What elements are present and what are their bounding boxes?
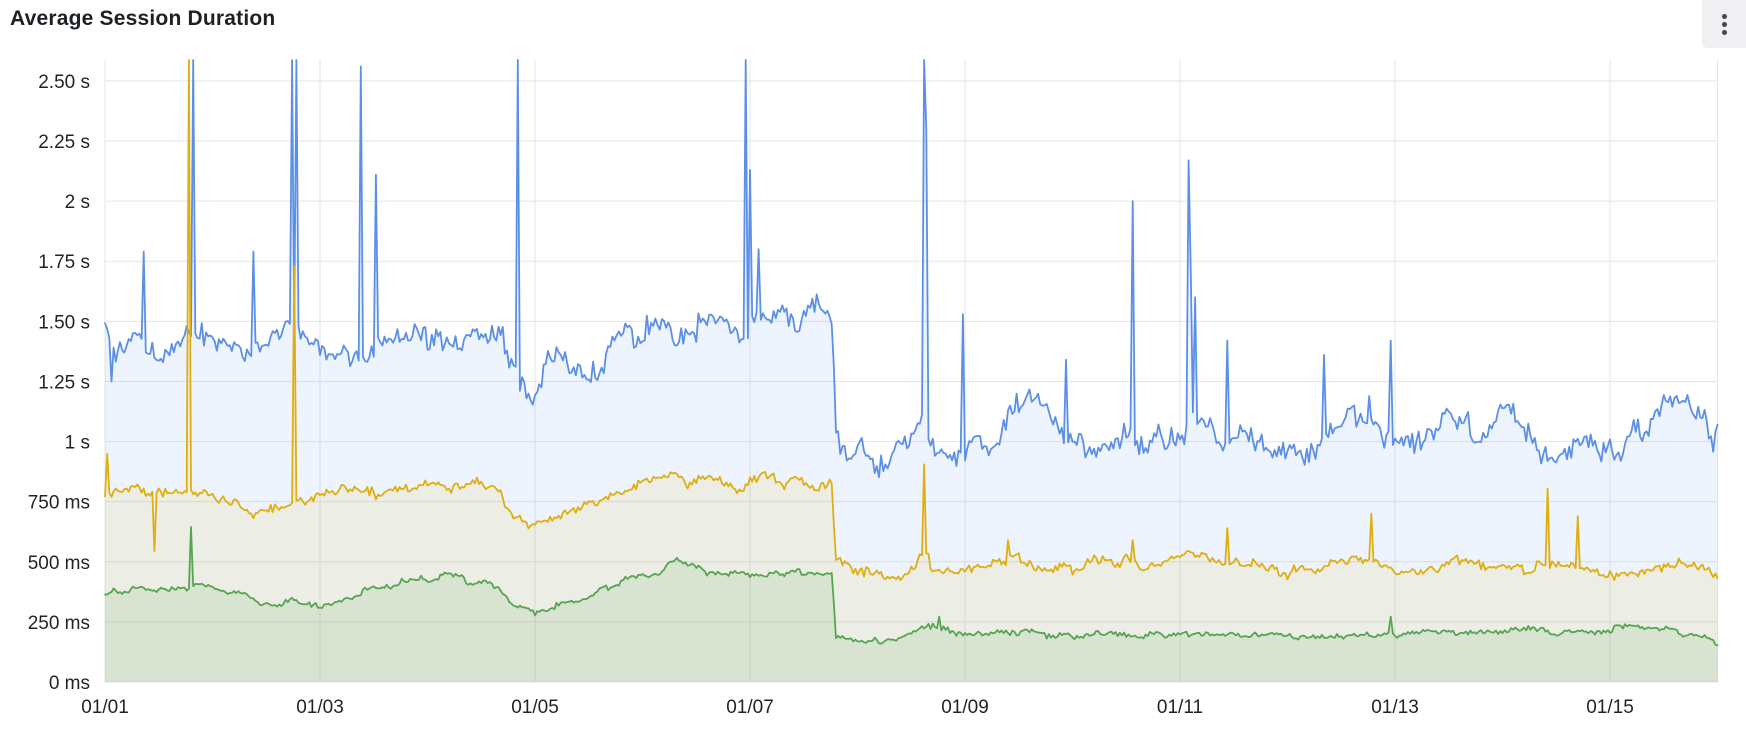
- x-tick-label: 01/09: [941, 697, 989, 718]
- series-line-yellow-series: [104, 59, 1719, 582]
- panel-header: Average Session Duration: [0, 0, 1746, 48]
- y-tick-label: 750 ms: [28, 493, 90, 514]
- x-tick-label: 01/01: [81, 697, 129, 718]
- y-tick-label: 250 ms: [28, 613, 90, 634]
- y-tick-label: 1.25 s: [38, 372, 90, 393]
- y-tick-label: 1.75 s: [38, 252, 90, 273]
- panel-title: Average Session Duration: [10, 7, 276, 30]
- x-tick-label: 01/03: [296, 697, 344, 718]
- y-tick-label: 2.50 s: [38, 72, 90, 93]
- y-tick-label: 2.25 s: [38, 132, 90, 153]
- panel-menu-button[interactable]: [1702, 0, 1746, 48]
- kebab-vertical-icon: [1721, 13, 1727, 35]
- x-tick-label: 01/13: [1371, 697, 1419, 718]
- y-tick-label: 0 ms: [49, 673, 90, 694]
- x-tick-label: 01/07: [726, 697, 774, 718]
- series-line-blue-series: [104, 59, 1719, 479]
- x-tick-label: 01/05: [511, 697, 559, 718]
- x-tick-label: 01/15: [1586, 697, 1634, 718]
- y-tick-label: 500 ms: [28, 553, 90, 574]
- y-tick-label: 1.50 s: [38, 312, 90, 333]
- y-tick-label: 1 s: [65, 433, 90, 454]
- series-line-green-series: [104, 526, 1719, 647]
- series-area-green-series: [105, 526, 1718, 682]
- series-area-blue-series: [105, 60, 1718, 682]
- series-area-yellow-series: [105, 60, 1718, 682]
- y-tick-label: 2 s: [65, 192, 90, 213]
- x-tick-label: 01/11: [1157, 697, 1203, 718]
